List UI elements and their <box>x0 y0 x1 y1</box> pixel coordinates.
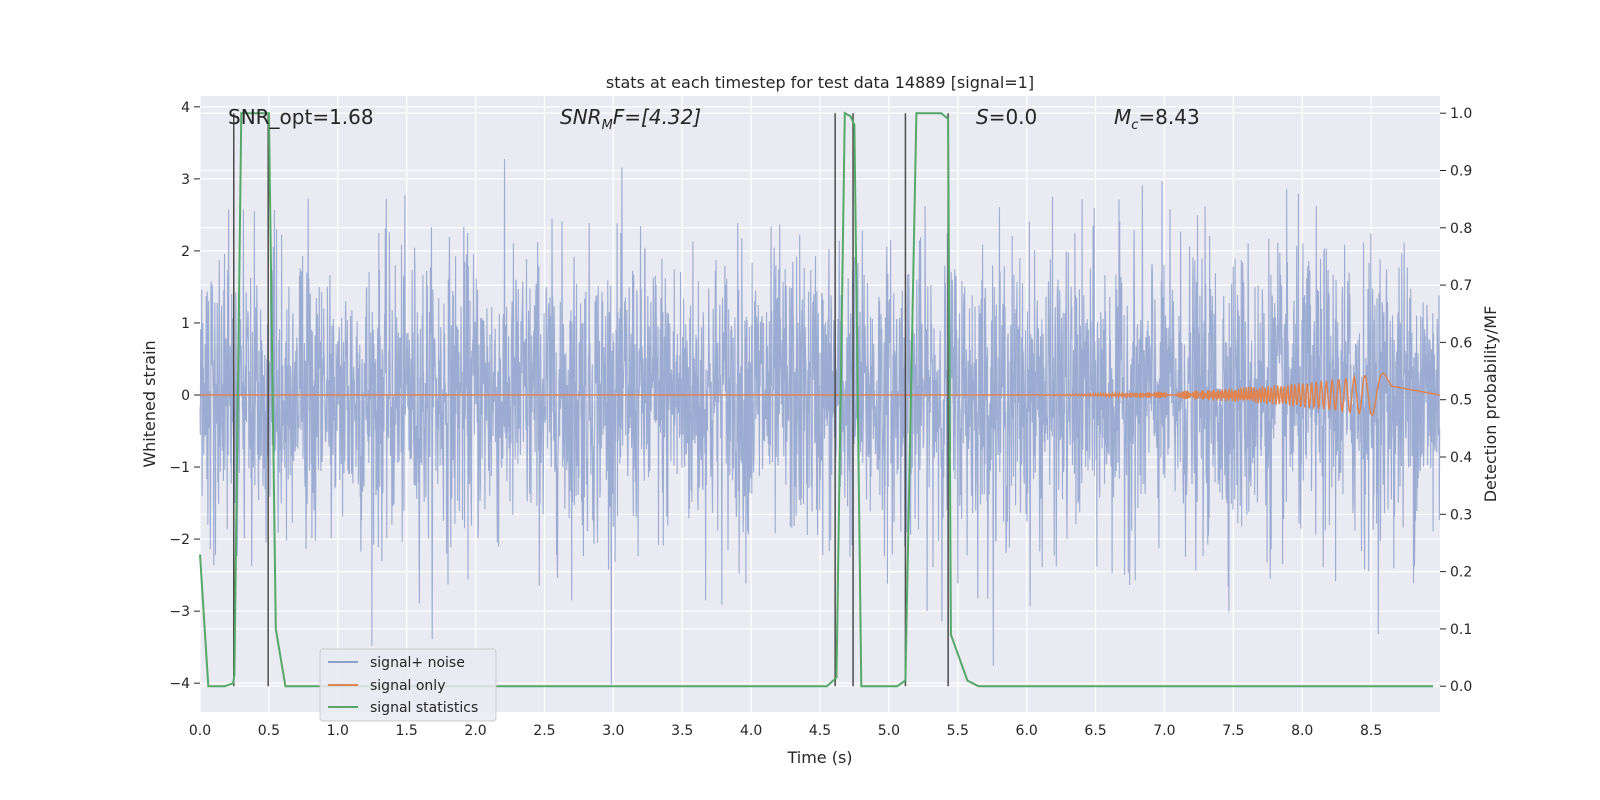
x-tick-label: 1.5 <box>396 723 418 739</box>
x-tick-label: 5.5 <box>947 723 969 739</box>
y-right-axis-label: Detection probability/MF <box>1481 306 1500 503</box>
y-right-tick-label: 1.0 <box>1450 106 1472 122</box>
y-left-tick-label: −3 <box>169 604 190 620</box>
s-annotation: S=0.0 <box>976 105 1037 129</box>
legend-box <box>319 648 497 722</box>
x-tick-label: 1.0 <box>327 723 349 739</box>
x-tick-label: 3.5 <box>671 723 693 739</box>
x-axis-label: Time (s) <box>786 748 852 767</box>
signal-only-line <box>200 372 1441 417</box>
y-left-tick-label: 3 <box>181 172 190 188</box>
x-tick-label: 3.0 <box>602 723 624 739</box>
y-left-tick-label: −4 <box>169 676 190 692</box>
y-left-tick-label: 2 <box>181 244 190 260</box>
x-tick-label: 2.0 <box>464 723 486 739</box>
legend-label-signal-only: signal only <box>370 678 445 694</box>
y-right-tick-label: 0.8 <box>1450 221 1472 237</box>
x-tick-label: 7.5 <box>1222 723 1244 739</box>
signal-noise-series <box>199 158 1441 685</box>
x-tick-label: 0.0 <box>189 723 211 739</box>
chart-title: stats at each timestep for test data 148… <box>606 73 1034 92</box>
y-left-tick-label: 4 <box>181 100 190 116</box>
x-tick-label: 8.0 <box>1291 723 1313 739</box>
x-tick-label: 6.0 <box>1016 723 1038 739</box>
x-tick-label: 0.5 <box>258 723 280 739</box>
y-left-tick-label: 1 <box>181 316 190 332</box>
x-tick-label: 7.0 <box>1153 723 1175 739</box>
x-tick-label: 4.5 <box>809 723 831 739</box>
legend: signal+ noise signal only signal statist… <box>319 648 497 722</box>
y-right-tick-label: 0.3 <box>1450 507 1472 523</box>
y-right-tick-label: 0.0 <box>1450 679 1472 695</box>
legend-label-noise: signal+ noise <box>370 655 465 671</box>
y-right-tick-label: 0.7 <box>1450 278 1472 294</box>
signal-only-series <box>200 372 1441 417</box>
snr-opt-annotation: SNR_opt=1.68 <box>228 105 374 129</box>
mc-annotation: Mc=8.43 <box>1114 105 1200 133</box>
y-right-tick-label: 0.5 <box>1450 393 1472 409</box>
y-right-tick-label: 0.6 <box>1450 335 1472 351</box>
y-right-tick-label: 0.4 <box>1450 450 1472 466</box>
y-right-tick-label: 0.2 <box>1450 565 1472 581</box>
x-tick-label: 2.5 <box>533 723 555 739</box>
legend-label-statistics: signal statistics <box>370 700 478 716</box>
y-right-tick-label: 0.9 <box>1450 163 1472 179</box>
signal-statistics-series <box>199 111 1434 688</box>
y-left-tick-label: −1 <box>169 460 190 476</box>
y-right-tick-labels: 1.0 0.9 0.8 0.7 0.6 0.5 0.4 0.3 0.2 0.1 0.0 <box>1440 106 1472 695</box>
x-tick-labels: 0.0 0.5 1.0 1.5 2.0 2.5 3.0 3.5 4.0 4.5 5.0 5.5 6.0 6… <box>189 723 1382 739</box>
y-right-tick-label: 0.1 <box>1450 622 1472 638</box>
x-tick-label: 4.0 <box>740 723 762 739</box>
x-tick-label: 6.5 <box>1084 723 1106 739</box>
x-tick-label: 8.5 <box>1360 723 1382 739</box>
snr-mf-annotation: SNRMF=[4.32] <box>560 105 701 133</box>
signal-noise-line <box>199 158 1441 685</box>
signal-statistics-line <box>199 111 1434 688</box>
y-left-tick-label: 0 <box>181 388 190 404</box>
y-left-tick-labels: 4 3 2 1 0 −1 −2 −3 −4 <box>169 100 200 692</box>
y-left-axis-label: Whitened strain <box>140 340 159 467</box>
x-tick-label: 5.0 <box>878 723 900 739</box>
y-left-tick-label: −2 <box>169 532 190 548</box>
